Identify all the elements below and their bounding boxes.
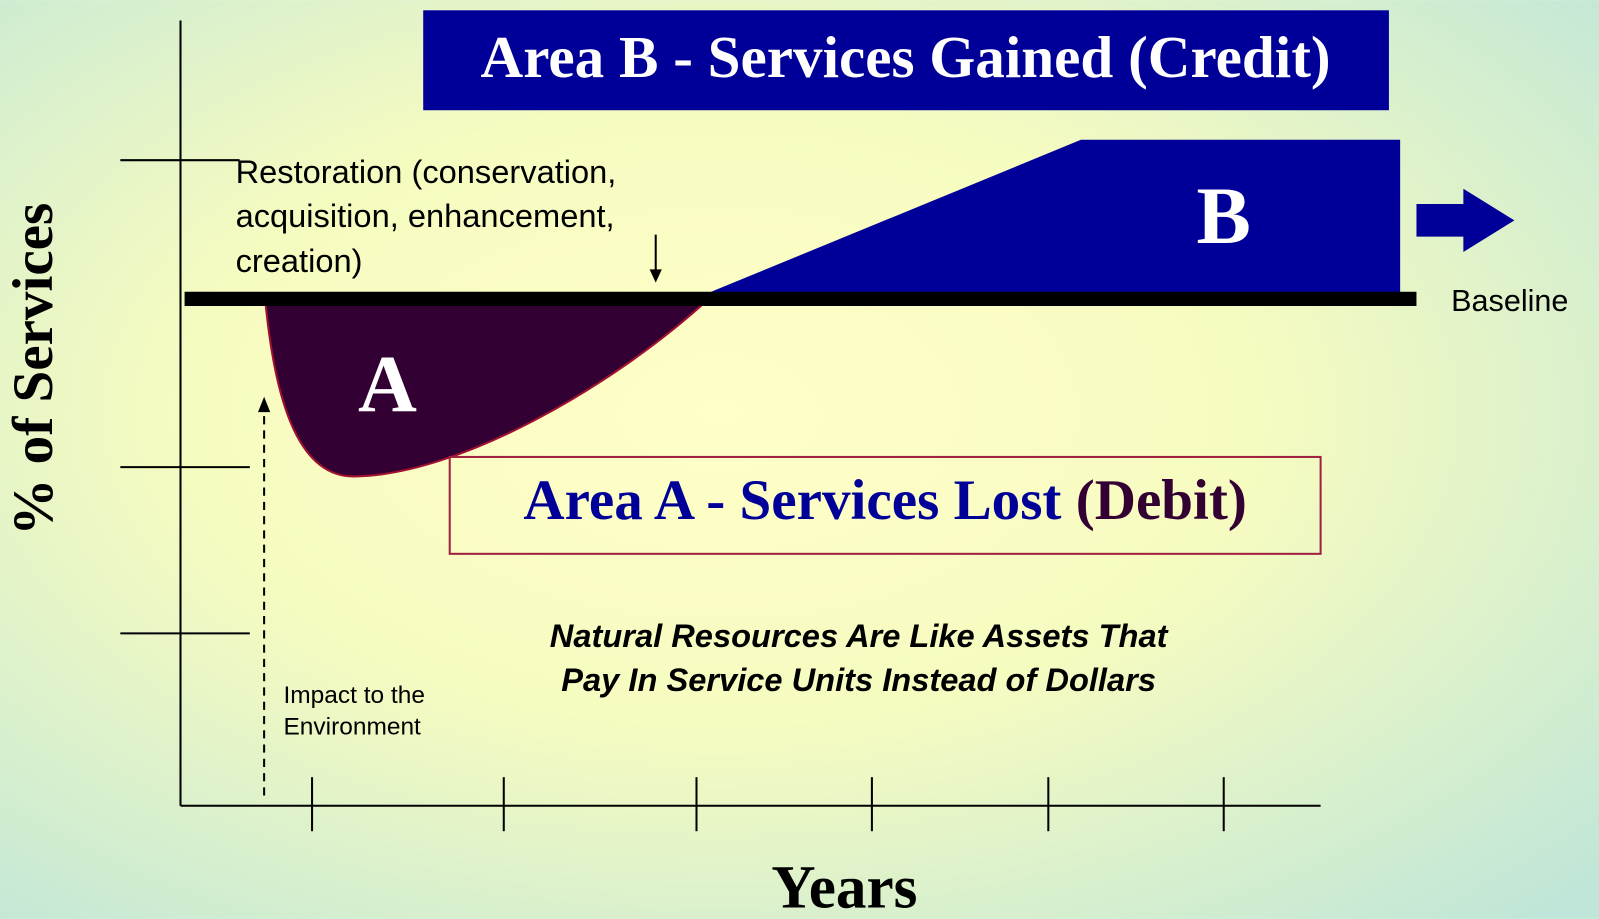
impact-text: Impact to the: [283, 682, 424, 709]
area-a-caption-debit: (Debit): [1076, 469, 1247, 532]
title-box: [423, 10, 1389, 111]
baseline-arrow: [1416, 188, 1515, 252]
note: Pay In Service Units Instead of Dollars: [561, 661, 1156, 698]
title: Area B - Services Gained (Credit): [481, 24, 1331, 90]
area-a-caption: Area A - Services Lost (Debit): [523, 469, 1247, 532]
impact-text: Environment: [283, 714, 421, 741]
area-a-label: A: [358, 338, 417, 429]
impact-arrow-head: [258, 396, 271, 413]
y-axis-label: % of Services: [2, 203, 65, 536]
area-b: [708, 139, 1401, 293]
x-axis-label: Years: [771, 853, 917, 919]
area-a: [264, 297, 712, 478]
restoration-text: Restoration (conservation,: [236, 153, 617, 190]
axes: [120, 20, 1321, 832]
area-a-box: [448, 455, 1322, 555]
baseline-label: Baseline: [1451, 284, 1568, 318]
area-b-label: B: [1197, 170, 1251, 261]
restoration-text: creation): [236, 242, 363, 279]
note: Natural Resources Are Like Assets That: [550, 617, 1169, 654]
area-a-caption-main: Area A - Services Lost: [523, 469, 1075, 532]
restoration-arrow-head: [649, 269, 662, 283]
restoration-text: acquisition, enhancement,: [236, 197, 615, 234]
